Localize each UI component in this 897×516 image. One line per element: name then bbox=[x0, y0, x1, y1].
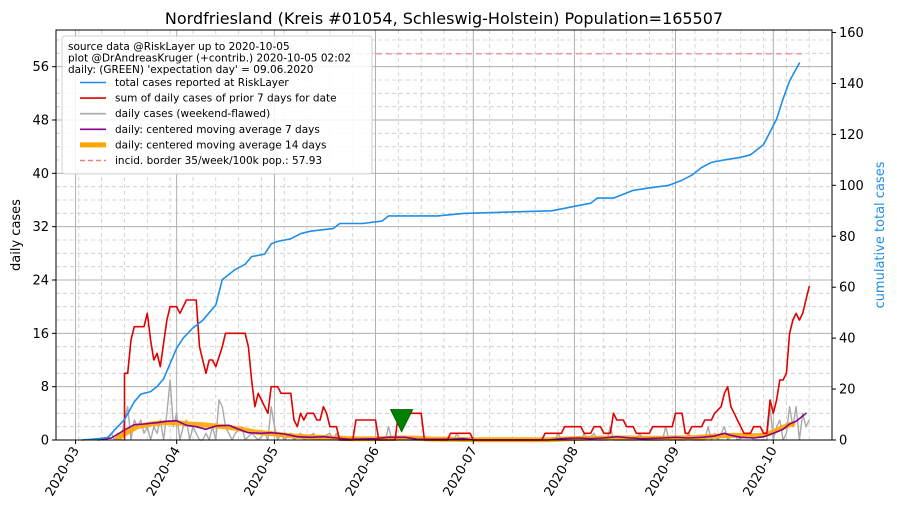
chart-title: Nordfriesland (Kreis #01054, Schleswig-H… bbox=[165, 9, 723, 28]
y2-tick-label: 20 bbox=[839, 383, 856, 398]
y-tick-label: 48 bbox=[32, 114, 49, 129]
legend-info-line: daily: (GREEN) 'expectation day' = 09.06… bbox=[68, 64, 313, 76]
total-cases-line bbox=[81, 62, 801, 441]
y2-tick-label: 40 bbox=[839, 332, 856, 347]
y-tick-label: 24 bbox=[32, 274, 49, 289]
legend-info-line: source data @RiskLayer up to 2020-10-05 bbox=[68, 41, 290, 53]
y2-tick-label: 80 bbox=[839, 230, 856, 245]
legend-label: daily: centered moving average 7 days bbox=[115, 124, 320, 136]
legend-label: total cases reported at RiskLayer bbox=[115, 77, 289, 89]
legend-label: daily: centered moving average 14 days bbox=[115, 139, 327, 151]
y2-tick-label: 160 bbox=[839, 26, 864, 41]
y-tick-label: 8 bbox=[41, 380, 49, 395]
y2-tick-label: 0 bbox=[839, 434, 847, 449]
y2-tick-label: 100 bbox=[839, 179, 864, 194]
expectation-day-triangle bbox=[389, 409, 414, 433]
y-tick-label: 56 bbox=[32, 60, 49, 75]
expectation-day-marker bbox=[389, 409, 414, 433]
plot-frame bbox=[55, 29, 833, 441]
y-tick-label: 40 bbox=[32, 167, 49, 182]
legend: source data @RiskLayer up to 2020-10-05p… bbox=[61, 35, 373, 175]
y-tick-label: 32 bbox=[32, 220, 49, 235]
y-tick-label: 0 bbox=[41, 434, 49, 449]
legend-label: sum of daily cases of prior 7 days for d… bbox=[115, 93, 337, 105]
y2-tick-label: 60 bbox=[839, 281, 856, 296]
legend-label: daily cases (weekend-flawed) bbox=[115, 108, 270, 120]
y2-axis-label: cumulative total cases bbox=[873, 161, 888, 308]
y-tick-label: 16 bbox=[32, 327, 49, 342]
legend-label: incid. border 35/week/100k pop.: 57.93 bbox=[115, 155, 322, 167]
y-axis-label: daily cases bbox=[9, 199, 24, 271]
y2-tick-label: 120 bbox=[839, 128, 864, 143]
legend-box bbox=[61, 35, 373, 175]
legend-info-line: plot @DrAndreasKruger (+contrib.) 2020-1… bbox=[68, 53, 351, 65]
y2-tick-label: 140 bbox=[839, 77, 864, 92]
